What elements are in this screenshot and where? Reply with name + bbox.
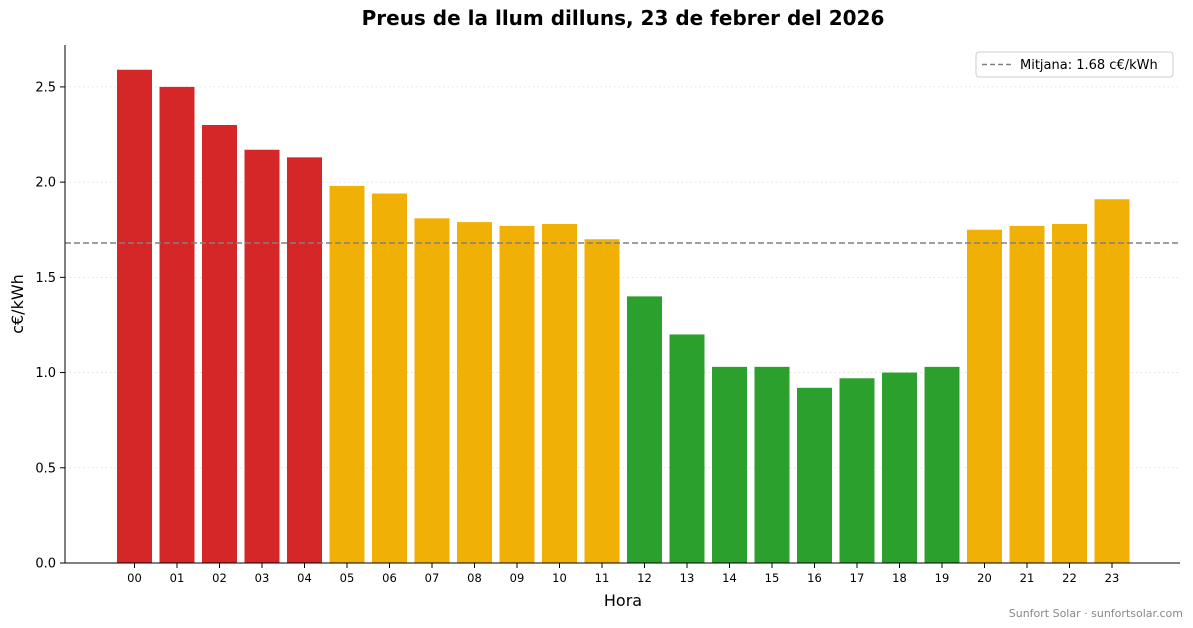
bar-hour-23 — [1094, 199, 1130, 563]
bar-hour-01 — [159, 86, 195, 563]
y-tick-label: 2.0 — [35, 176, 56, 191]
legend-mean-label: Mitjana: 1.68 c€/kWh — [1020, 58, 1158, 73]
bar-hour-02 — [202, 124, 237, 563]
x-tick-label: 15 — [765, 571, 780, 585]
footer-credit: Sunfort Solar · sunfortsolar.com — [1009, 607, 1183, 620]
x-tick-label: 22 — [1062, 571, 1077, 585]
bar-hour-09 — [499, 225, 535, 563]
bar-hour-00 — [117, 69, 152, 563]
x-tick-label: 16 — [807, 571, 822, 585]
x-tick-label: 14 — [722, 571, 737, 585]
x-axis-label: Hora — [604, 591, 642, 610]
x-tick-label: 10 — [552, 571, 567, 585]
bar-hour-13 — [669, 334, 705, 563]
bar-hour-06 — [372, 193, 407, 563]
legend-box — [975, 51, 1174, 78]
bar-hour-11 — [584, 239, 620, 563]
x-tick-label: 23 — [1105, 571, 1120, 585]
x-tick-label: 02 — [212, 571, 227, 585]
y-tick-label: 2.5 — [35, 80, 56, 95]
x-tick-label: 00 — [127, 571, 142, 585]
bar-hour-08 — [457, 222, 492, 563]
y-ticks: 0.0 0.5 1.0 1.5 2.0 2.5 — [35, 80, 65, 572]
x-tick-label: 07 — [425, 571, 440, 585]
legend: Mitjana: 1.68 c€/kWh — [975, 51, 1174, 78]
bar-hour-10 — [542, 224, 577, 563]
bar-hour-03 — [244, 149, 280, 563]
bar-hour-19 — [924, 366, 960, 563]
y-axis-label: c€/kWh — [8, 274, 27, 334]
x-tick-label: 21 — [1020, 571, 1035, 585]
x-tick-label: 01 — [170, 571, 185, 585]
bar-hour-07 — [414, 218, 450, 564]
x-tick-label: 20 — [977, 571, 992, 585]
y-tick-label: 0.0 — [35, 557, 56, 572]
y-tick-label: 0.5 — [35, 461, 56, 476]
bar-hour-05 — [329, 185, 365, 564]
bar-hour-12 — [627, 296, 662, 563]
bars — [117, 69, 1130, 564]
x-tick-label: 09 — [510, 571, 525, 585]
bar-hour-18 — [882, 372, 917, 563]
x-tick-label: 13 — [680, 571, 695, 585]
bar-hour-16 — [797, 387, 832, 563]
x-tick-label: 08 — [467, 571, 482, 585]
bar-hour-21 — [1009, 225, 1045, 563]
x-tick-label: 05 — [340, 571, 355, 585]
x-tick-label: 19 — [935, 571, 950, 585]
bar-hour-17 — [839, 378, 875, 563]
x-tick-label: 17 — [850, 571, 865, 585]
x-tick-label: 06 — [382, 571, 397, 585]
bar-hour-22 — [1052, 224, 1087, 563]
x-ticks: 00 01 02 03 04 05 06 07 08 09 10 11 12 13 14 15 16 17 18 19… — [127, 563, 1119, 585]
x-tick-label: 12 — [637, 571, 652, 585]
bar-hour-14 — [712, 366, 747, 563]
chart-title: Preus de la llum dilluns, 23 de febrer d… — [362, 6, 885, 30]
y-tick-label: 1.5 — [35, 271, 56, 286]
y-tick-label: 1.0 — [35, 366, 56, 381]
x-tick-label: 18 — [892, 571, 907, 585]
x-tick-label: 03 — [255, 571, 270, 585]
bar-hour-04 — [287, 157, 322, 563]
x-tick-label: 04 — [297, 571, 312, 585]
bar-hour-15 — [754, 366, 790, 563]
x-tick-label: 11 — [595, 571, 610, 585]
bar-hour-20 — [967, 229, 1002, 563]
